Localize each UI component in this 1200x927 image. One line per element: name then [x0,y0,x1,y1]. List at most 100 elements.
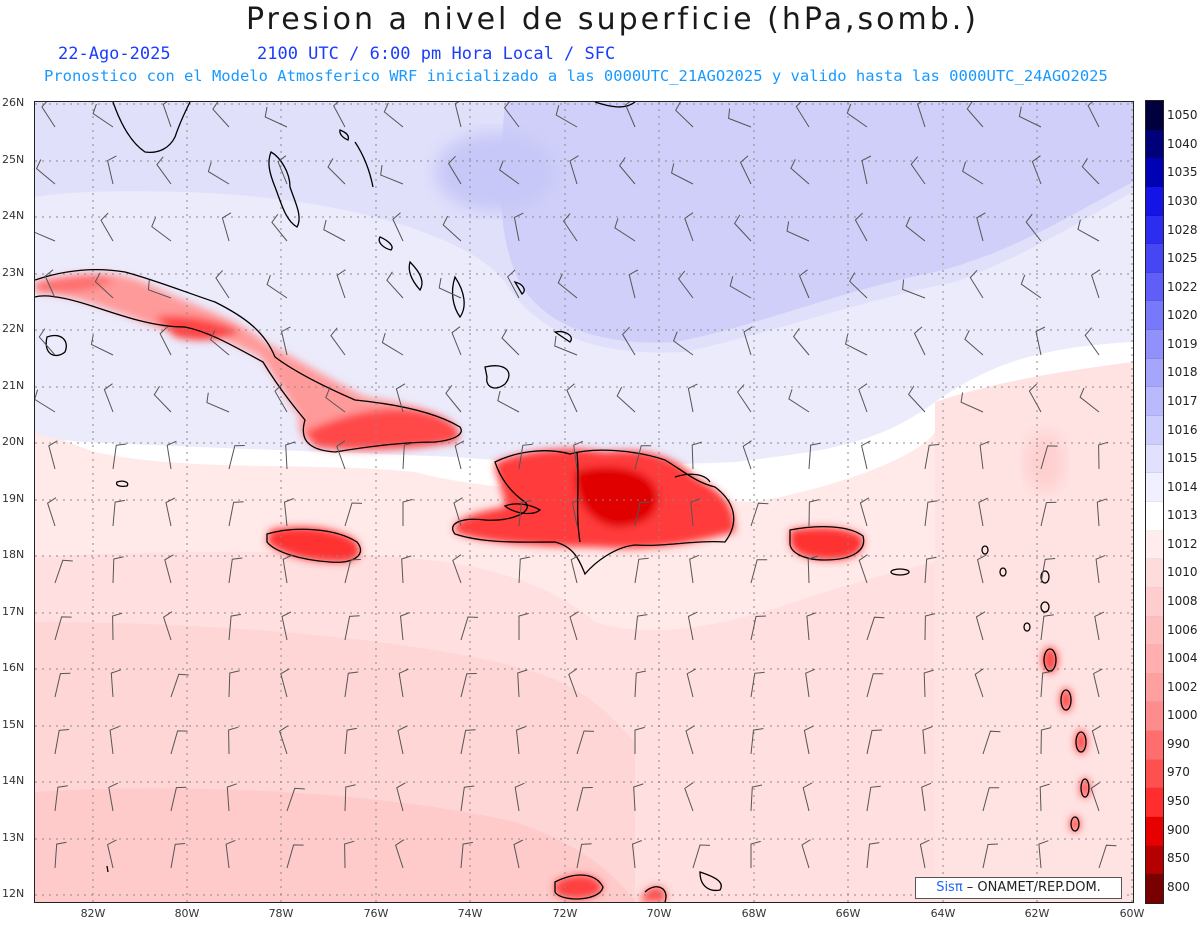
wind-barb [686,668,697,698]
lat-label: 13N [2,831,25,844]
wind-barb [786,221,810,242]
wind-barb [442,215,462,242]
wind-barb [964,330,984,356]
wind-barb [792,328,810,356]
colorbar-label: 1019 [1167,336,1198,351]
wind-barb [923,669,934,698]
colorbar-label: 1012 [1167,536,1198,551]
wind-barb [1091,269,1101,299]
wind-barb [207,161,230,185]
lat-label: 16N [2,661,25,674]
colorbar-label: 1025 [1167,251,1198,266]
credit-org: – ONAMET/REP.DOM. [962,880,1101,895]
wind-barb [568,668,578,698]
wind-barb [866,673,884,698]
wind-barb [166,440,177,470]
wind-barb [969,269,984,299]
colorbar-label: 1022 [1167,279,1198,294]
wind-barb [112,556,124,584]
wind-barb [618,157,636,185]
colorbar-label: 1015 [1167,451,1198,466]
colorbar-label: 1050 [1167,108,1198,123]
wind-barb [228,501,244,527]
colorbar [1145,100,1164,904]
wind-barb [344,840,355,869]
wind-barb [392,212,404,242]
wind-barb [514,782,525,812]
wind-barb [454,440,465,470]
wind-barb [515,726,526,755]
wind-barb [103,383,114,413]
wind-barb [691,441,702,470]
wind-barb [962,161,984,185]
wind-barb [344,615,360,641]
lat-label: 24N [2,209,25,222]
wind-barb [206,392,230,413]
colorbar-segment [1146,559,1163,588]
wind-barb [750,728,764,755]
wind-barb [398,668,409,698]
colorbar-label: 1035 [1167,165,1198,180]
wind-barb [153,385,172,413]
colorbar-label: 990 [1167,736,1190,751]
wind-barb [286,844,304,869]
colorbar-label: 1017 [1167,394,1198,408]
wind-barb [788,389,810,413]
lat-label: 17N [2,605,25,618]
colorbar-segment [1146,616,1163,646]
colorbar-label: 1018 [1167,365,1198,380]
colorbar-segment [1146,101,1163,130]
lat-label: 22N [2,322,25,335]
wind-barb [634,501,651,527]
colorbar-label: 1008 [1167,594,1198,608]
wind-barb [90,334,114,356]
wind-barb [386,271,404,299]
wind-barb [1018,106,1042,128]
wind-barb [750,502,769,527]
wind-barb [1079,387,1100,413]
wind-barb [917,102,926,128]
colorbar-label: 1002 [1167,679,1198,694]
lon-label: 78W [268,907,294,920]
wind-barb [689,554,700,584]
wind-barb [212,102,230,128]
wind-barb [501,329,520,356]
wind-barb [743,326,753,356]
wind-barb [325,388,346,413]
wind-barb [108,782,119,812]
wind-barb [677,270,694,299]
wind-barb [460,841,473,869]
wind-barb [798,269,810,299]
wind-barb [225,839,236,869]
wind-barb [569,155,579,185]
wind-barb [621,326,636,356]
wind-barb [383,102,404,128]
wind-barb [846,103,868,128]
wind-barb [634,557,649,584]
wind-barb [1040,501,1057,527]
wind-barb [330,327,346,356]
wind-barb [733,214,752,242]
wind-barb [395,839,405,869]
wind-barb [982,843,999,869]
wind-barb [805,668,816,698]
wind-barb [675,102,694,128]
wind-barb [571,497,582,527]
wind-barb [866,616,885,641]
colorbar-label: 1000 [1167,708,1198,723]
wind-barb [671,163,694,185]
lon-label: 70W [646,907,672,920]
wind-barb [557,273,578,299]
colorbar-segment [1146,702,1163,732]
wind-barb [742,440,752,470]
colorbar-segment [1146,473,1163,502]
wind-barb [402,442,415,470]
wind-barb [982,730,1001,755]
wind-barb [978,497,989,527]
wind-barb [1040,558,1056,584]
colorbar-segment [1146,817,1163,846]
wind-barb [672,331,694,356]
colorbar-label: 1006 [1167,622,1198,637]
colorbar-segment [1146,272,1163,302]
wind-barb [976,212,986,242]
